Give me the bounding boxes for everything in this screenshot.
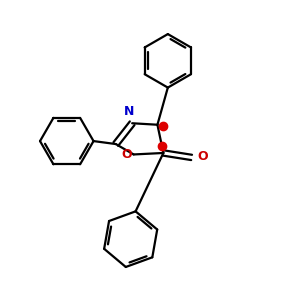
Text: N: N xyxy=(124,105,134,118)
Text: O: O xyxy=(197,150,208,163)
Text: O: O xyxy=(122,148,132,161)
